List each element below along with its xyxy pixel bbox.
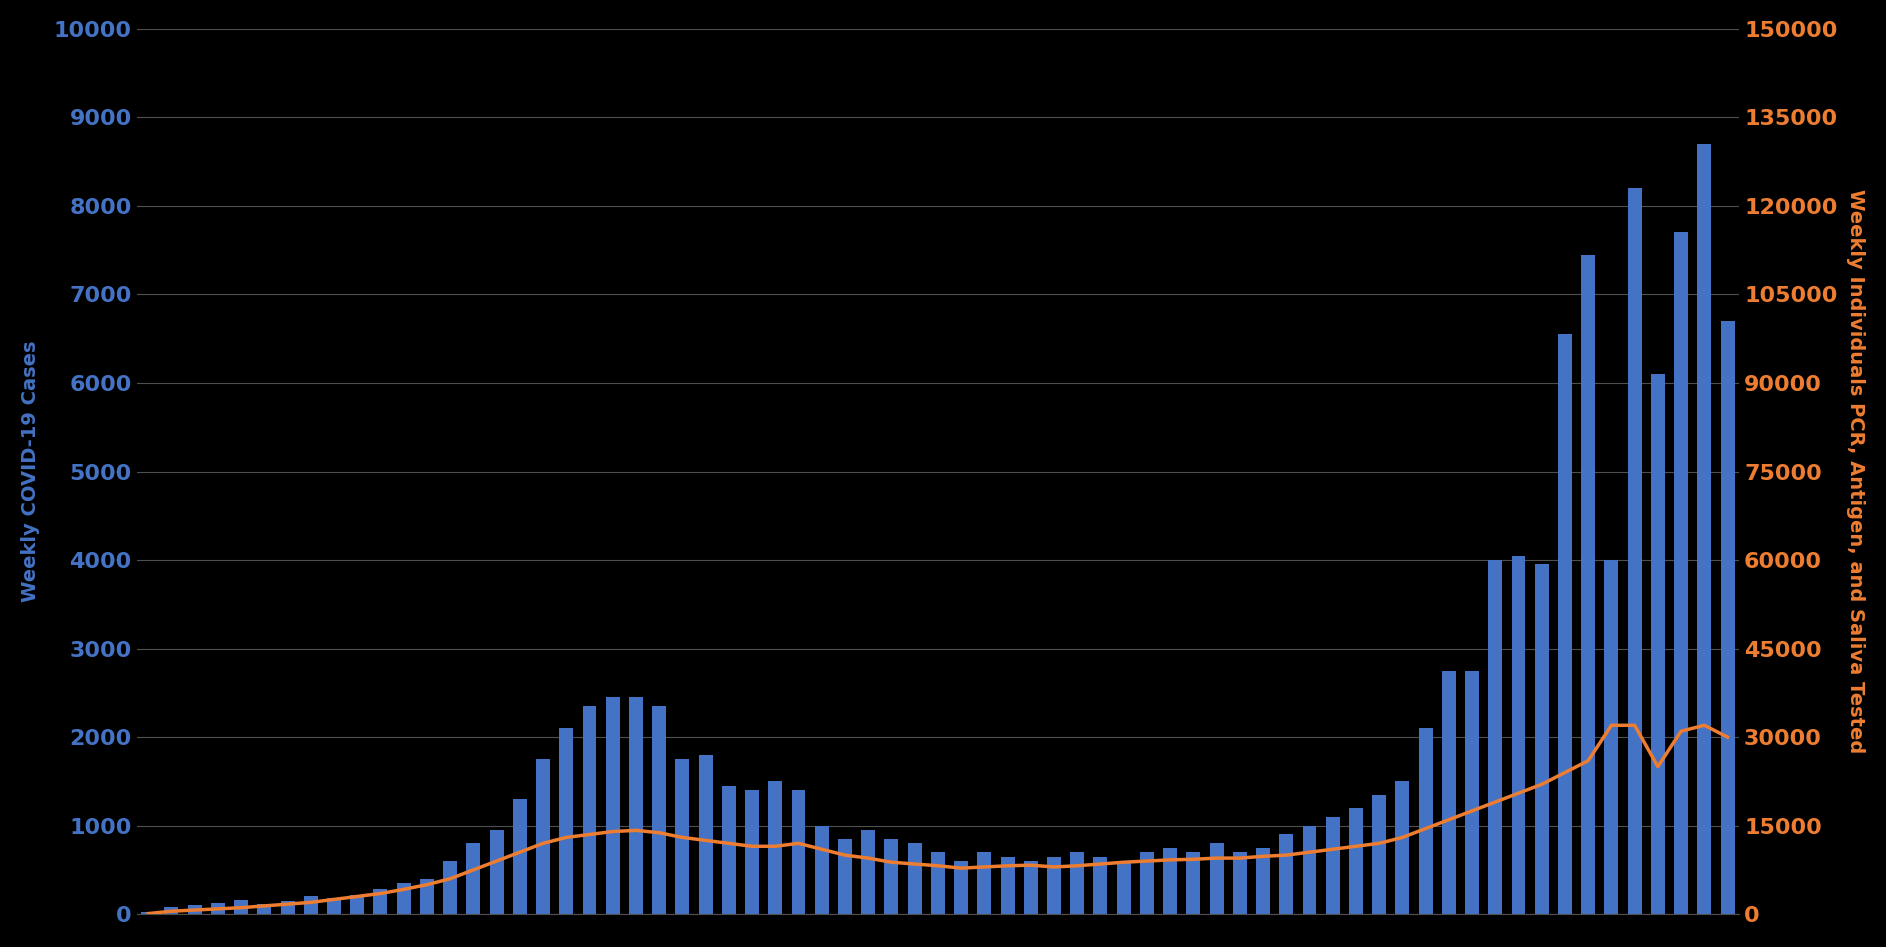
Bar	[304, 897, 317, 914]
Bar	[1418, 728, 1433, 914]
Bar	[421, 879, 434, 914]
Bar	[141, 912, 155, 914]
Bar	[862, 831, 875, 914]
Bar	[189, 905, 202, 914]
Bar	[1373, 795, 1386, 914]
Bar	[443, 861, 456, 914]
Bar	[1279, 834, 1294, 914]
Bar	[1348, 808, 1364, 914]
Bar	[885, 839, 898, 914]
Bar	[1069, 852, 1084, 914]
Bar	[977, 852, 992, 914]
Bar	[605, 697, 620, 914]
Bar	[536, 759, 551, 914]
Bar	[583, 706, 596, 914]
Bar	[326, 899, 341, 914]
Bar	[396, 884, 411, 914]
Bar	[1580, 255, 1596, 914]
Y-axis label: Weekly Individuals PCR, Antigen, and Saliva Tested: Weekly Individuals PCR, Antigen, and Sal…	[1846, 189, 1865, 754]
Bar	[351, 895, 364, 914]
Bar	[768, 781, 783, 914]
Bar	[234, 900, 249, 914]
Bar	[560, 728, 573, 914]
Bar	[1024, 861, 1037, 914]
Y-axis label: Weekly COVID-19 Cases: Weekly COVID-19 Cases	[21, 341, 40, 602]
Bar	[1465, 670, 1479, 914]
Bar	[211, 902, 224, 914]
Bar	[1186, 852, 1199, 914]
Bar	[1209, 844, 1224, 914]
Bar	[1164, 848, 1177, 914]
Bar	[373, 889, 387, 914]
Bar	[954, 861, 968, 914]
Bar	[490, 831, 504, 914]
Bar	[1697, 144, 1711, 914]
Bar	[1511, 556, 1526, 914]
Bar	[1628, 188, 1641, 914]
Bar	[1256, 848, 1269, 914]
Bar	[1605, 560, 1618, 914]
Bar	[1117, 861, 1130, 914]
Bar	[256, 903, 272, 914]
Bar	[1396, 781, 1409, 914]
Bar	[1720, 321, 1735, 914]
Bar	[745, 790, 758, 914]
Bar	[628, 697, 643, 914]
Bar	[1094, 857, 1107, 914]
Bar	[815, 826, 828, 914]
Bar	[1139, 852, 1154, 914]
Bar	[837, 839, 852, 914]
Bar	[466, 844, 481, 914]
Bar	[1326, 816, 1339, 914]
Bar	[932, 852, 945, 914]
Bar	[907, 844, 922, 914]
Bar	[1001, 857, 1015, 914]
Bar	[792, 790, 805, 914]
Bar	[675, 759, 690, 914]
Bar	[281, 901, 294, 914]
Bar	[653, 706, 666, 914]
Bar	[1558, 334, 1571, 914]
Bar	[1488, 560, 1503, 914]
Bar	[513, 799, 526, 914]
Bar	[1047, 857, 1062, 914]
Bar	[1443, 670, 1456, 914]
Bar	[698, 755, 713, 914]
Bar	[1675, 232, 1688, 914]
Bar	[1650, 374, 1665, 914]
Bar	[722, 786, 736, 914]
Bar	[1535, 564, 1548, 914]
Bar	[164, 907, 179, 914]
Bar	[1233, 852, 1247, 914]
Bar	[1303, 826, 1316, 914]
